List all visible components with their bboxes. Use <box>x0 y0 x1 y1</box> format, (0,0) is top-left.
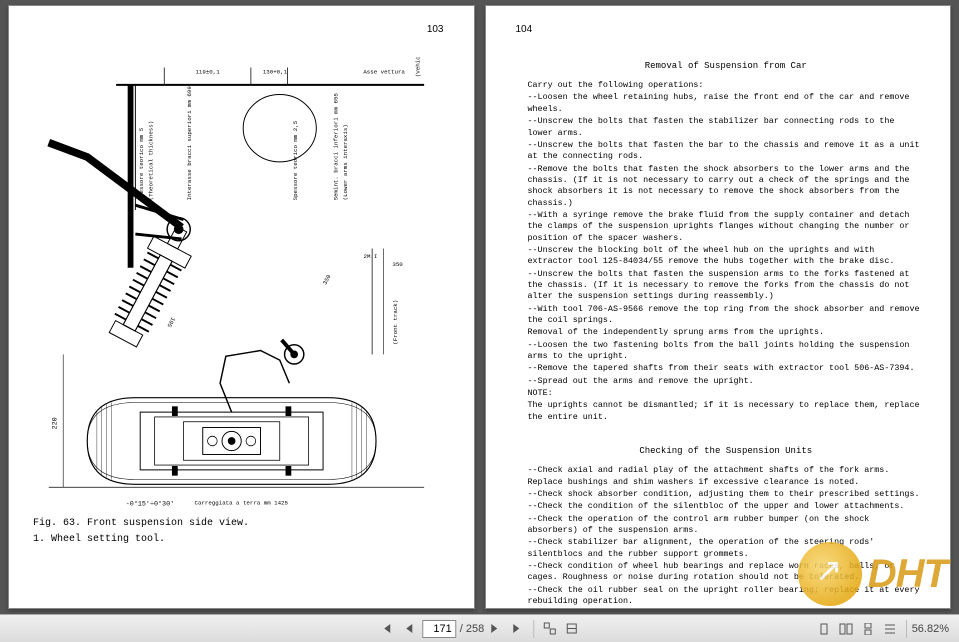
svg-text:130+0,1: 130+0,1 <box>263 68 288 75</box>
procedure-line: --With tool 706-AS-9566 remove the top r… <box>528 304 925 327</box>
procedure-line: --Remove the tapered shafts from their s… <box>528 363 925 374</box>
procedure-line: --Unscrew the blocking bolt of the wheel… <box>528 245 925 268</box>
procedure-line: --Unscrew the bolts that fasten the bar … <box>528 140 925 163</box>
zoom-level-label: 56.82% <box>912 623 949 635</box>
page-number-input[interactable] <box>422 620 456 638</box>
single-page-view-button[interactable] <box>813 618 835 640</box>
page-right: 104 Removal of Suspension from Car Carry… <box>485 5 952 609</box>
page-left: 103 (Vehicle axis) 119±0,1 130+0,1 Asse … <box>8 5 475 609</box>
prev-page-button[interactable] <box>398 618 420 640</box>
svg-text:350: 350 <box>392 261 403 268</box>
hand-tool-button[interactable] <box>561 618 583 640</box>
svg-text:(Front track): (Front track) <box>392 300 399 345</box>
procedure-line: --Spread out the arms and remove the upr… <box>528 376 925 387</box>
procedure-lines-1: --Loosen the wheel retaining hubs, raise… <box>528 92 925 423</box>
last-page-button[interactable] <box>506 618 528 640</box>
svg-text:119±0,1: 119±0,1 <box>195 68 220 75</box>
pdf-viewer-area: 103 (Vehicle axis) 119±0,1 130+0,1 Asse … <box>0 0 959 614</box>
intro-text: Carry out the following operations: <box>528 80 925 91</box>
procedure-line: --Check axial and radial play of the att… <box>528 465 925 488</box>
procedure-line: --Check the steering knuckle shaft; it s… <box>528 608 925 609</box>
first-page-button[interactable] <box>376 618 398 640</box>
procedure-line: --Remove the bolts that fasten the shock… <box>528 164 925 209</box>
procedure-line: Removal of the independently sprung arms… <box>528 327 925 338</box>
label-vehicle-axis: (Vehicle axis) <box>414 56 421 77</box>
svg-text:Asse vettura: Asse vettura <box>363 68 405 75</box>
page-number: 103 <box>427 24 444 37</box>
svg-text:220: 220 <box>51 417 59 429</box>
svg-text:-0°15'÷0°30': -0°15'÷0°30' <box>126 499 174 508</box>
suspension-diagram: (Vehicle axis) 119±0,1 130+0,1 Asse vett… <box>29 56 454 518</box>
procedure-line: The uprights cannot be dismantled; if it… <box>528 400 925 423</box>
svg-text:Spessore teorico mm 5: Spessore teorico mm 5 <box>138 127 145 200</box>
svg-text:350: 350 <box>322 273 333 286</box>
procedure-line: --Loosen the two fastening bolts from th… <box>528 340 925 363</box>
procedure-line: --Check stabilizer bar alignment, the op… <box>528 537 925 560</box>
svg-text:(Lower arms interaxis): (Lower arms interaxis) <box>342 124 349 200</box>
list-view-button[interactable] <box>879 618 901 640</box>
section-title-1: Removal of Suspension from Car <box>528 60 925 72</box>
procedure-line: --Check condition of wheel hub bearings … <box>528 561 925 584</box>
facing-pages-view-button[interactable] <box>835 618 857 640</box>
procedure-lines-2: --Check axial and radial play of the att… <box>528 465 925 609</box>
continuous-view-button[interactable] <box>857 618 879 640</box>
procedure-line: NOTE: <box>528 388 925 399</box>
procedure-line: --With a syringe remove the brake fluid … <box>528 210 925 244</box>
page-total-label: / 258 <box>460 623 484 635</box>
svg-text:195: 195 <box>165 316 176 329</box>
toolbar-separator <box>533 620 534 638</box>
select-tool-button[interactable] <box>539 618 561 640</box>
procedure-line: --Loosen the wheel retaining hubs, raise… <box>528 92 925 115</box>
fig-caption-line1: Fig. 63. Front suspension side view. <box>33 516 249 532</box>
next-page-button[interactable] <box>484 618 506 640</box>
fig-caption-line2: 1. Wheel setting tool. <box>33 532 249 548</box>
svg-text:Carreggiata a terra mm 1425: Carreggiata a terra mm 1425 <box>195 500 289 507</box>
procedure-line: --Check the oil rubber seal on the uprig… <box>528 585 925 608</box>
procedure-line: --Check the operation of the control arm… <box>528 514 925 537</box>
page-number: 104 <box>516 24 533 37</box>
pdf-toolbar: / 258 56.82% <box>0 614 959 642</box>
figure-caption: Fig. 63. Front suspension side view. 1. … <box>33 516 249 548</box>
toolbar-center-group: / 258 <box>376 618 583 640</box>
procedure-line: --Check shock absorber condition, adjust… <box>528 489 925 500</box>
svg-text:2M.I: 2M.I <box>363 253 377 260</box>
svg-text:Spessore teorico mm 2,5: Spessore teorico mm 2,5 <box>292 120 299 200</box>
svg-text:Semint. bracci inferiori mm 65: Semint. bracci inferiori mm 655 <box>332 93 339 201</box>
procedure-line: --Unscrew the bolts that fasten the susp… <box>528 269 925 303</box>
procedure-line: --Unscrew the bolts that fasten the stab… <box>528 116 925 139</box>
procedure-line: --Check the condition of the silentbloc … <box>528 501 925 512</box>
svg-text:Interasse bracci superiori mm: Interasse bracci superiori mm 699 <box>186 86 193 201</box>
svg-text:(Theoretical thickness): (Theoretical thickness) <box>148 121 155 201</box>
section-title-2: Checking of the Suspension Units <box>528 445 925 457</box>
toolbar-separator <box>906 620 907 638</box>
page-text-content: Removal of Suspension from Car Carry out… <box>502 60 935 609</box>
